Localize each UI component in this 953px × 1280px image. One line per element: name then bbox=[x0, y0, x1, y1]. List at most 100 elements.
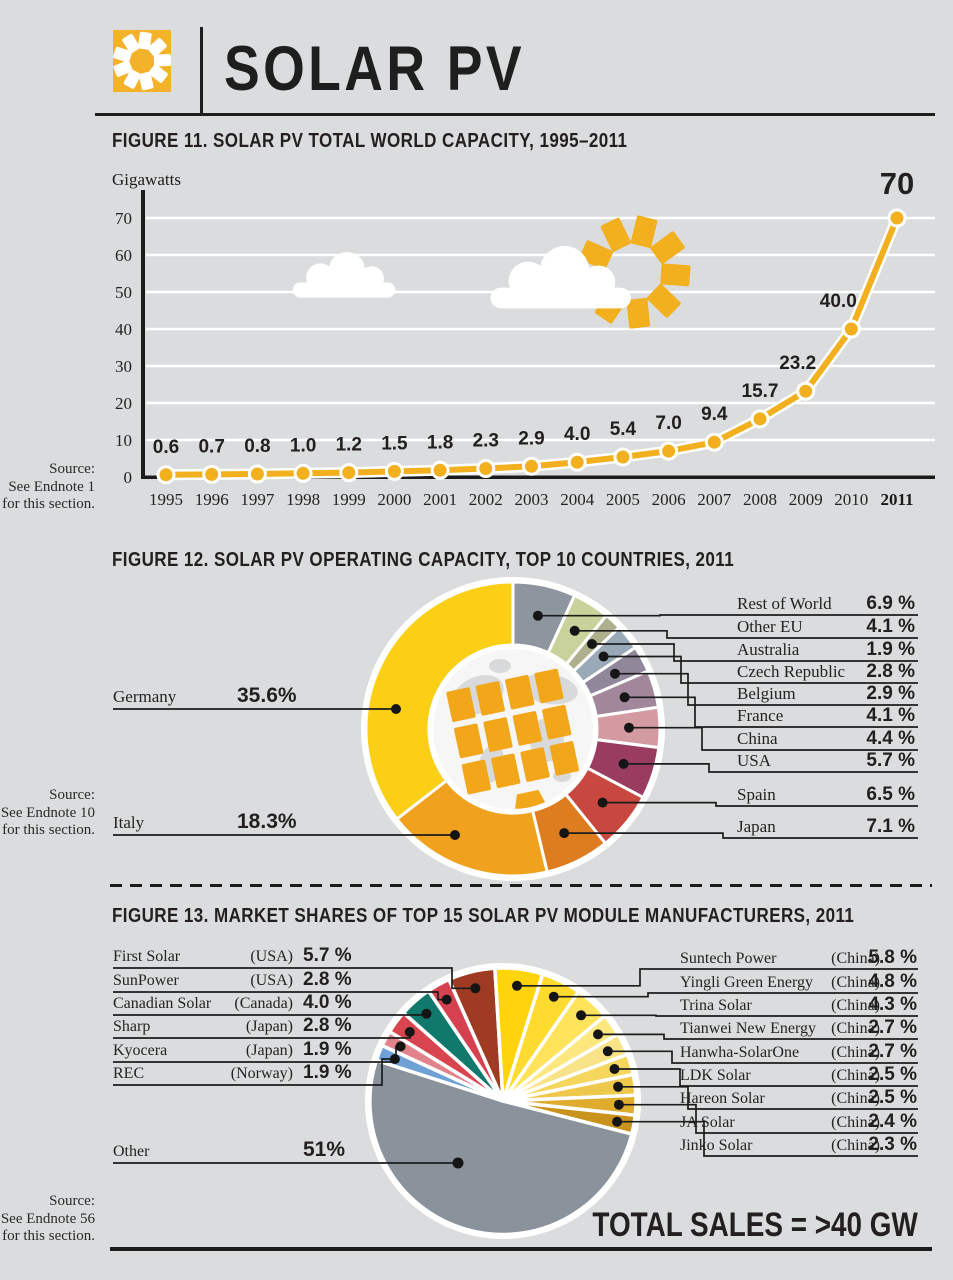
connector-line bbox=[564, 832, 918, 839]
source-line: Source: bbox=[49, 1193, 95, 1209]
connector-line bbox=[113, 1058, 395, 1086]
data-point bbox=[476, 459, 496, 478]
y-tick-label: 0 bbox=[124, 468, 133, 487]
x-tick-label: 2000 bbox=[377, 490, 411, 509]
sun-icon bbox=[147, 37, 167, 57]
manufacturer-country: (China) bbox=[831, 974, 880, 991]
connector-line bbox=[624, 696, 918, 728]
country-pct: 4.1 % bbox=[866, 616, 915, 637]
country-pct: 6.9 % bbox=[866, 593, 915, 614]
country-pct: 2.8 % bbox=[866, 661, 915, 682]
manufacturer-label: Sharp bbox=[113, 1018, 150, 1035]
connector-line bbox=[592, 643, 918, 662]
sun-icon bbox=[122, 33, 140, 54]
figure13-source: Source: See Endnote 56 for this section. bbox=[1, 1193, 95, 1246]
connector-line bbox=[598, 1033, 918, 1040]
manufacturer-label: JA Solar bbox=[680, 1114, 735, 1131]
x-tick-label: 1997 bbox=[240, 490, 275, 509]
data-point bbox=[384, 461, 404, 481]
connector-line bbox=[617, 1120, 918, 1157]
y-axis bbox=[141, 190, 145, 478]
gigawatts-label: Gigawatts bbox=[112, 170, 181, 189]
manufacturer-pct: 51% bbox=[303, 1138, 345, 1161]
x-tick-label: 2002 bbox=[469, 490, 503, 509]
data-point bbox=[156, 465, 176, 485]
manufacturer-pct: 2.7 % bbox=[868, 1041, 917, 1062]
connector-line bbox=[623, 763, 918, 773]
manufacturer-pct: 2.5 % bbox=[868, 1087, 917, 1108]
connector-line bbox=[574, 629, 918, 639]
slice-dot bbox=[441, 994, 452, 1005]
data-point bbox=[247, 464, 267, 484]
slice-dot bbox=[569, 625, 580, 636]
sun-icon bbox=[137, 31, 152, 50]
slice-dot bbox=[559, 828, 570, 839]
figure11-source: Source: See Endnote 1 for this section. bbox=[2, 461, 95, 514]
figure12-source: Source: See Endnote 10 for this section. bbox=[1, 787, 95, 840]
manufacturer-label: Trina Solar bbox=[680, 997, 753, 1014]
point-value-label: 1.0 bbox=[290, 435, 316, 456]
x-tick-label: 2009 bbox=[789, 490, 823, 509]
country-label: China bbox=[737, 729, 778, 748]
manufacturer-label: REC bbox=[113, 1065, 144, 1082]
slice-dot bbox=[609, 1064, 620, 1074]
figure11-chart: 0 10 20 30 40 50 60 70 0.6 0.7 0.8 1.0 1.2 1.5 1.8 2.3 2… bbox=[115, 166, 935, 509]
country-label: France bbox=[737, 706, 783, 725]
cloud-icon bbox=[292, 252, 396, 298]
country-pct: 4.4 % bbox=[866, 728, 915, 749]
slice-dot bbox=[613, 1081, 624, 1092]
connector-line bbox=[553, 992, 918, 998]
manufacturer-country: (China) bbox=[831, 1137, 880, 1154]
manufacturer-country: (China) bbox=[831, 1044, 880, 1061]
manufacturer-pct: 4.8 % bbox=[868, 971, 917, 992]
slice-dot bbox=[612, 1116, 623, 1127]
manufacturer-pct: 4.0 % bbox=[303, 992, 352, 1013]
slice-dot bbox=[613, 1099, 624, 1110]
connector-line bbox=[607, 1050, 918, 1064]
sun-icon bbox=[113, 46, 132, 63]
slice-dot bbox=[395, 1041, 406, 1052]
country-pct: 4.1 % bbox=[866, 705, 915, 726]
point-value-label: 0.6 bbox=[153, 437, 179, 458]
slice-dot bbox=[597, 797, 608, 808]
manufacturer-country: (China) bbox=[831, 1020, 880, 1037]
connector-line bbox=[615, 672, 918, 706]
x-tick-label: 1999 bbox=[332, 490, 366, 509]
slice-dot bbox=[452, 1157, 464, 1169]
slice-dot bbox=[576, 1010, 587, 1021]
data-point bbox=[522, 456, 541, 476]
source-line: for this section. bbox=[2, 822, 95, 838]
x-tick-label: 2011 bbox=[880, 490, 913, 509]
figure12-title: FIGURE 12. SOLAR PV OPERATING CAPACITY, … bbox=[112, 549, 735, 571]
sun-icon bbox=[138, 71, 154, 91]
manufacturer-country: (Norway) bbox=[231, 1065, 293, 1082]
x-tick-label: 2004 bbox=[560, 490, 595, 509]
country-label: Japan bbox=[737, 817, 776, 836]
slice-dot bbox=[470, 983, 481, 994]
manufacturer-country: (USA) bbox=[250, 972, 293, 989]
connector-line bbox=[618, 1085, 918, 1110]
x-tick-label: 2003 bbox=[515, 490, 549, 509]
connector-line bbox=[113, 967, 476, 990]
source-line: See Endnote 10 bbox=[0, 804, 95, 821]
source-line: Source: bbox=[49, 461, 95, 477]
manufacturer-label: Hareon Solar bbox=[680, 1090, 766, 1107]
data-point bbox=[567, 452, 587, 472]
country-pct: 18.3% bbox=[237, 810, 297, 833]
manufacturer-pct: 1.9 % bbox=[303, 1039, 352, 1060]
manufacturer-country: (China) bbox=[831, 950, 880, 967]
manufacturer-label: Kyocera bbox=[113, 1042, 167, 1059]
x-tick-label: 1996 bbox=[195, 490, 229, 509]
data-point bbox=[659, 441, 679, 461]
slice-dot bbox=[593, 1029, 603, 1040]
slice-dot bbox=[389, 1054, 400, 1064]
header-sun-logo bbox=[113, 30, 172, 92]
country-pct: 6.5 % bbox=[866, 784, 915, 805]
source-line: for this section. bbox=[2, 1228, 95, 1244]
connector-line bbox=[113, 1012, 427, 1016]
header-rule bbox=[95, 113, 935, 116]
point-value-label: 5.4 bbox=[610, 419, 637, 440]
country-label: Czech Republic bbox=[737, 662, 846, 681]
point-value-label: 9.4 bbox=[701, 404, 728, 425]
